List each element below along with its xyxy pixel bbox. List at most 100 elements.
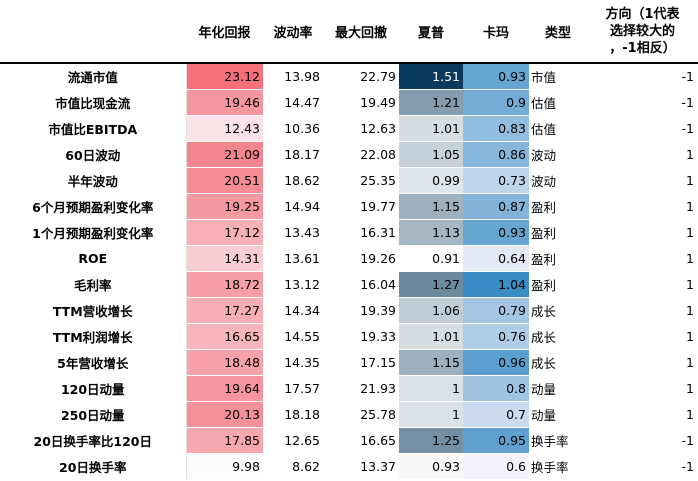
cell-sharpe: 1.01 xyxy=(399,323,463,350)
cell-sharpe: 1.15 xyxy=(399,193,463,220)
header-name xyxy=(0,0,186,64)
cell-direction: 1 xyxy=(686,172,694,188)
cell-max-drawdown: 16.31 xyxy=(360,224,396,240)
table-row: 市值比现金流 19.46 14.47 19.49 1.21 0.9 估值 -1 xyxy=(0,89,698,116)
cell-max-drawdown: 19.49 xyxy=(360,94,396,110)
cell-name: TTM利润增长 xyxy=(52,329,133,345)
header-row: 年化回报 波动率 最大回撤 夏普 卡玛 类型 方向（1代表 选择较大的 ，-1相… xyxy=(0,0,698,64)
cell-max-drawdown: 22.79 xyxy=(360,69,396,84)
cell-type: 估值 xyxy=(531,95,557,111)
cell-name: 1个月预期盈利变化率 xyxy=(32,225,154,241)
cell-direction: 1 xyxy=(686,250,694,266)
cell-annual-return: 14.31 xyxy=(185,245,263,272)
cell-name: 6个月预期盈利变化率 xyxy=(32,199,154,215)
cell-sharpe: 0.93 xyxy=(399,453,463,480)
cell-direction: 1 xyxy=(686,198,694,214)
cell-annual-return: 23.12 xyxy=(185,63,263,90)
cell-volatility: 14.94 xyxy=(284,198,320,214)
table-row: 流通市值 23.12 13.98 22.79 1.51 0.93 市值 -1 xyxy=(0,63,698,90)
table-row: 5年营收增长 18.48 14.35 17.15 1.15 0.96 成长 1 xyxy=(0,349,698,376)
cell-calmar: 0.64 xyxy=(463,245,529,272)
cell-calmar: 0.93 xyxy=(463,63,529,90)
cell-max-drawdown: 25.35 xyxy=(360,172,396,188)
cell-max-drawdown: 19.33 xyxy=(360,328,396,344)
cell-direction: 1 xyxy=(686,380,694,396)
cell-volatility: 17.57 xyxy=(284,380,320,396)
cell-sharpe: 1.27 xyxy=(399,271,463,298)
cell-direction: -1 xyxy=(681,69,694,84)
cell-sharpe: 1.05 xyxy=(399,141,463,168)
cell-type: 市值 xyxy=(531,70,557,85)
cell-calmar: 0.83 xyxy=(463,115,529,142)
table-row: 毛利率 18.72 13.12 16.04 1.27 1.04 盈利 1 xyxy=(0,271,698,298)
cell-calmar: 0.96 xyxy=(463,349,529,376)
cell-sharpe: 0.91 xyxy=(399,245,463,272)
header-direction: 方向（1代表 选择较大的 ，-1相反） xyxy=(587,0,698,64)
table-row: 半年波动 20.51 18.62 25.35 0.99 0.73 波动 1 xyxy=(0,167,698,194)
cell-name: 市值比现金流 xyxy=(55,95,131,111)
table-row: ROE 14.31 13.61 19.26 0.91 0.64 盈利 1 xyxy=(0,245,698,272)
cell-sharpe: 1.01 xyxy=(399,115,463,142)
cell-name: 20日换手率比120日 xyxy=(33,433,153,449)
table-row: 6个月预期盈利变化率 19.25 14.94 19.77 1.15 0.87 盈利 1 xyxy=(0,193,698,220)
table-row: TTM利润增长 16.65 14.55 19.33 1.01 0.76 成长 1 xyxy=(0,323,698,350)
header-direction-line1: 方向（1代表 xyxy=(605,6,680,22)
cell-volatility: 10.36 xyxy=(284,120,320,136)
cell-sharpe: 1.13 xyxy=(399,219,463,246)
cell-calmar: 0.9 xyxy=(463,89,529,116)
cell-type: 盈利 xyxy=(531,225,557,241)
cell-direction: 1 xyxy=(686,302,694,318)
table-row: 60日波动 21.09 18.17 22.08 1.05 0.86 波动 1 xyxy=(0,141,698,168)
cell-sharpe: 1.25 xyxy=(399,427,463,454)
cell-annual-return: 16.65 xyxy=(185,323,263,350)
header-calmar: 卡玛 xyxy=(463,0,529,64)
header-annual-return: 年化回报 xyxy=(186,0,263,64)
cell-name: ROE xyxy=(78,250,108,266)
cell-name: TTM营收增长 xyxy=(52,303,133,319)
cell-max-drawdown: 12.63 xyxy=(360,120,396,136)
cell-annual-return: 20.51 xyxy=(185,167,263,194)
cell-direction: -1 xyxy=(681,458,694,474)
cell-max-drawdown: 16.65 xyxy=(360,432,396,448)
cell-max-drawdown: 19.26 xyxy=(360,250,396,266)
cell-type: 换手率 xyxy=(531,459,569,475)
cell-type: 估值 xyxy=(531,121,557,137)
cell-name: 20日换手率 xyxy=(59,459,127,475)
cell-type: 成长 xyxy=(531,303,557,319)
cell-type: 盈利 xyxy=(531,251,557,267)
cell-annual-return: 17.12 xyxy=(185,219,263,246)
table-row: 1个月预期盈利变化率 17.12 13.43 16.31 1.13 0.93 盈利 1 xyxy=(0,219,698,246)
cell-annual-return: 20.13 xyxy=(185,401,263,428)
cell-annual-return: 18.48 xyxy=(185,349,263,376)
cell-calmar: 0.73 xyxy=(463,167,529,194)
cell-direction: 1 xyxy=(686,406,694,422)
cell-direction: 1 xyxy=(686,224,694,240)
cell-annual-return: 19.25 xyxy=(185,193,263,220)
cell-calmar: 0.8 xyxy=(463,375,529,402)
cell-sharpe: 1.06 xyxy=(399,297,463,324)
cell-max-drawdown: 13.37 xyxy=(360,458,396,474)
cell-volatility: 14.34 xyxy=(284,302,320,318)
cell-direction: -1 xyxy=(681,94,694,110)
cell-volatility: 14.55 xyxy=(284,328,320,344)
cell-sharpe: 1 xyxy=(399,375,463,402)
cell-type: 波动 xyxy=(531,173,557,189)
cell-name: 市值比EBITDA xyxy=(48,121,138,137)
cell-volatility: 14.47 xyxy=(284,94,320,110)
cell-annual-return: 9.98 xyxy=(185,453,263,480)
table-row: 120日动量 19.64 17.57 21.93 1 0.8 动量 1 xyxy=(0,375,698,402)
cell-calmar: 0.6 xyxy=(463,453,529,480)
cell-sharpe: 1.21 xyxy=(399,89,463,116)
cell-type: 盈利 xyxy=(531,277,557,293)
cell-annual-return: 18.72 xyxy=(185,271,263,298)
cell-name: 120日动量 xyxy=(60,381,125,397)
table-row: TTM营收增长 17.27 14.34 19.39 1.06 0.79 成长 1 xyxy=(0,297,698,324)
cell-volatility: 14.35 xyxy=(284,354,320,370)
cell-calmar: 0.86 xyxy=(463,141,529,168)
cell-calmar: 0.87 xyxy=(463,193,529,220)
cell-annual-return: 12.43 xyxy=(185,115,263,142)
cell-calmar: 0.93 xyxy=(463,219,529,246)
cell-type: 波动 xyxy=(531,147,557,163)
table-body: 流通市值 23.12 13.98 22.79 1.51 0.93 市值 -1 市值比现金流 19.… xyxy=(0,63,698,480)
cell-name: 流通市值 xyxy=(67,70,118,85)
